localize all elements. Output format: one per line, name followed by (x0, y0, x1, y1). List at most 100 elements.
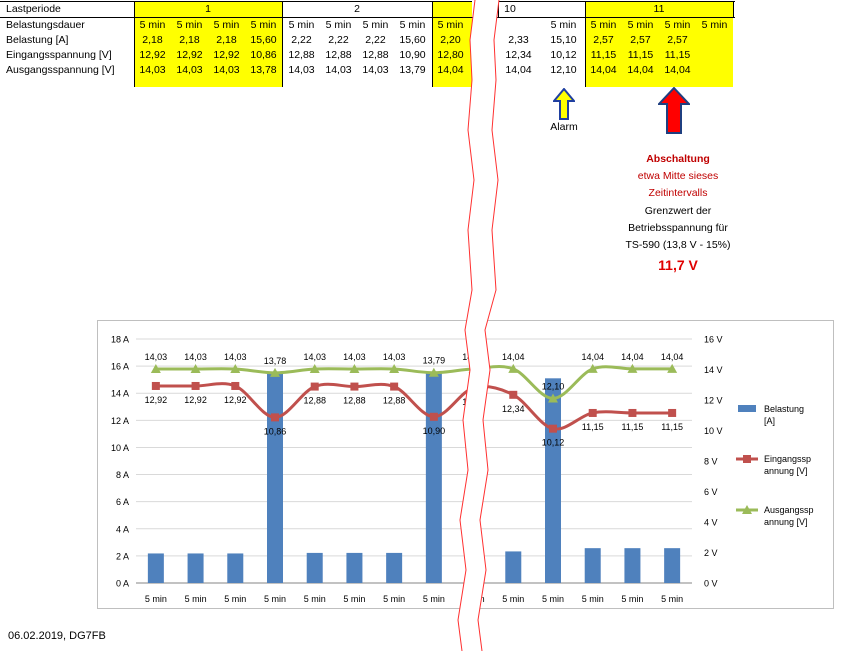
x-tick-label: 5 min (542, 594, 564, 604)
y-right-tick-label: 4 V (704, 518, 718, 528)
grenzwert-line-2: Betriebsspannung für (628, 222, 728, 234)
table-cell: 14,03 (176, 64, 203, 76)
table-cell: 14,03 (288, 64, 315, 76)
alarm-arrow-shape (551, 87, 577, 120)
line-marker (628, 408, 637, 417)
y-right-tick-label: 2 V (704, 548, 718, 558)
table-cell: 14,04 (505, 64, 532, 76)
table-rule (0, 1, 472, 2)
line-marker (270, 367, 280, 377)
row-label: Lastperiode (6, 3, 61, 15)
table-cell: 13,79 (399, 64, 426, 76)
line-marker (588, 408, 597, 417)
x-tick-label: 5 min (502, 594, 524, 604)
alarm-label: Alarm (550, 121, 578, 133)
line-marker (508, 363, 519, 373)
line-marker (627, 363, 638, 373)
table-cell: 13,78 (250, 64, 277, 76)
table-cell: 11,15 (590, 49, 617, 61)
table-cell: 12,88 (288, 49, 315, 61)
data-label: 14,04 (502, 352, 525, 362)
legend-label: annung [V] (764, 517, 808, 527)
x-tick-label: 5 min (145, 594, 167, 604)
table-cell: 14,04 (590, 64, 617, 76)
data-label: 14,04 (581, 352, 604, 362)
table-cell: 12,92 (139, 49, 166, 61)
bar (545, 378, 561, 583)
table-cell: 2,18 (142, 34, 163, 46)
data-label: 12,88 (383, 396, 406, 406)
bar (346, 552, 363, 583)
data-label: 12,80 (462, 397, 485, 407)
table-cell: 5 min (213, 19, 240, 31)
table-cell: 2,57 (630, 34, 651, 46)
bar (624, 548, 641, 583)
table-cell: 14,04 (627, 64, 654, 76)
line-marker (389, 364, 400, 374)
grenzwert-line-1: Grenzwert der (644, 205, 712, 217)
y-right-tick-label: 10 V (704, 426, 723, 436)
data-label: 11,15 (582, 422, 604, 432)
abschaltung-line-2: Zeitintervalls (648, 187, 708, 199)
bar (147, 553, 164, 583)
x-tick-label: 5 min (264, 594, 286, 604)
line-marker (190, 364, 201, 374)
table-cell: 5 min (362, 19, 389, 31)
data-label: 11,15 (661, 422, 683, 432)
line-marker (668, 408, 677, 417)
table-cell: 2,33 (508, 34, 529, 46)
abschaltung-arrow-shape (656, 86, 692, 134)
x-tick-label: 5 min (343, 594, 365, 604)
period-11-highlight (585, 2, 733, 17)
table-cell: 11,15 (627, 49, 654, 61)
table-cell: 10,86 (250, 49, 277, 61)
bar (267, 371, 283, 583)
table-cell: 2,57 (667, 34, 688, 46)
x-tick-label: 5 min (224, 594, 246, 604)
legend-marker (742, 505, 752, 514)
legend-label: Eingangssp (764, 454, 811, 464)
y-right-tick-label: 14 V (704, 365, 723, 375)
table-cell: 10,90 (399, 49, 426, 61)
data-label: 12,92 (184, 395, 207, 405)
data-label: 14,03 (184, 352, 207, 362)
table-cell: 5 min (627, 19, 654, 31)
footer-date-author: 06.02.2019, DG7FB (8, 630, 106, 642)
y-left-tick-label: 8 A (116, 470, 129, 480)
data-label: 14,04 (462, 352, 485, 362)
table-cell (696, 33, 733, 48)
legend-label: annung [V] (764, 466, 808, 476)
table-cell: 2,22 (365, 34, 386, 46)
period-3-highlight (432, 2, 472, 17)
table-cell: 12,88 (362, 49, 389, 61)
line-marker (231, 381, 240, 390)
bar (584, 548, 601, 583)
yellow-cell-column (171, 18, 208, 87)
line-marker (429, 412, 438, 421)
table-cell: 5 min (550, 19, 577, 31)
table-cell: 5 min (250, 19, 277, 31)
x-tick-label: 5 min (463, 594, 485, 604)
table-cell: 5 min (437, 19, 464, 31)
period-label: 1 (205, 3, 211, 15)
bar (664, 548, 681, 583)
x-tick-label: 5 min (621, 594, 643, 604)
table-cell: 5 min (288, 19, 315, 31)
table-cell: 12,80 (437, 49, 464, 61)
line-marker (310, 382, 319, 391)
yellow-cell-column (245, 18, 282, 87)
y-right-tick-label: 6 V (704, 487, 718, 497)
y-right-tick-label: 16 V (704, 335, 723, 345)
y-left-tick-label: 4 A (116, 524, 129, 534)
data-label: 12,10 (542, 381, 565, 391)
yellow-cell-column (696, 18, 733, 87)
table-cell: 2,57 (593, 34, 614, 46)
table-cell (500, 18, 537, 33)
line-marker (271, 413, 279, 422)
line-marker (428, 367, 439, 377)
data-label: 14,04 (621, 352, 644, 362)
table-cell: 14,04 (664, 64, 691, 76)
bar (386, 552, 403, 583)
y-right-tick-label: 0 V (704, 579, 718, 589)
bar (425, 371, 442, 583)
